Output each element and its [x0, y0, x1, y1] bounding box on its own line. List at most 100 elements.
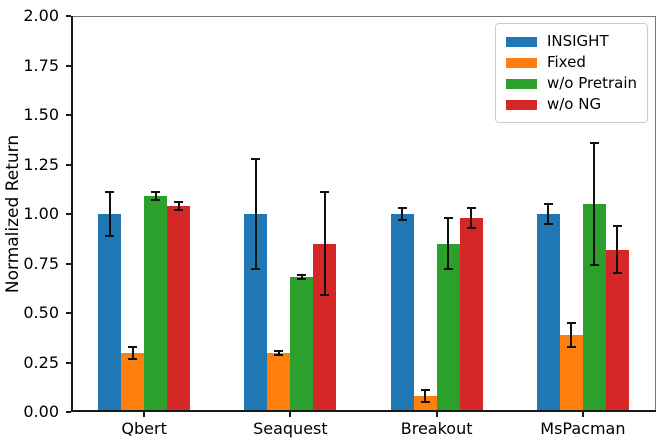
error-bar-cap-top [566, 321, 576, 324]
bars-layer [71, 16, 656, 412]
y-tick [66, 213, 71, 215]
top-spine [71, 16, 656, 18]
legend-swatch [505, 99, 537, 110]
y-tick-label: 0.50 [23, 303, 59, 322]
legend-swatch [505, 78, 537, 89]
error-bar-cap-bottom [397, 218, 407, 221]
error-bar-cap-top [274, 349, 284, 352]
legend-label: INSIGHT [546, 32, 609, 50]
error-bar [470, 208, 473, 228]
error-bar-cap-bottom [566, 345, 576, 348]
bottom-spine [71, 410, 656, 412]
error-bar-cap-top [466, 207, 476, 210]
y-tick [66, 15, 71, 17]
error-bar [616, 225, 619, 274]
y-tick [66, 64, 71, 67]
bar [459, 217, 483, 412]
x-tick [143, 412, 146, 417]
x-tick-label: Seaquest [253, 419, 328, 438]
bar [559, 334, 583, 412]
error-bar-cap-bottom [443, 268, 453, 271]
error-bar [447, 217, 450, 270]
y-tick [66, 361, 71, 364]
error-bar-cap-bottom [105, 234, 115, 237]
error-bar [108, 192, 111, 236]
y-tick [66, 114, 71, 116]
y-tick-label: 1.00 [23, 204, 59, 223]
legend-item: w/o Pretrain [505, 73, 637, 94]
x-tick-label: MsPacman [540, 419, 626, 438]
error-bar-cap-bottom [251, 268, 261, 271]
error-bar-cap-bottom [589, 264, 599, 267]
x-tick [435, 412, 438, 417]
error-bar [424, 390, 427, 403]
bar [167, 206, 191, 412]
y-tick-label: 1.75 [23, 55, 59, 75]
x-tick [289, 412, 292, 417]
bar [536, 214, 560, 412]
bar [605, 249, 629, 412]
error-bar-cap-top [589, 141, 599, 144]
y-tick-label: 2.00 [23, 6, 59, 25]
error-bar-cap-top [151, 191, 161, 194]
bar [121, 352, 145, 412]
legend: INSIGHT Fixed w/o Pretrain w/o NG [494, 23, 648, 123]
error-bar-cap-top [543, 203, 553, 206]
error-bar [593, 142, 596, 266]
error-bar-cap-top [612, 224, 622, 227]
error-bar-cap-bottom [151, 199, 161, 202]
x-tick-label: Qbert [121, 419, 167, 438]
x-tick [581, 412, 584, 417]
error-bar-cap-top [297, 274, 307, 277]
bar [413, 396, 437, 412]
legend-item: Fixed [505, 52, 637, 73]
bar [390, 214, 414, 412]
y-tick-label: 0.25 [23, 352, 59, 372]
bar [98, 214, 122, 412]
bar [267, 352, 291, 412]
error-bar [154, 192, 157, 201]
y-tick-label: 0.75 [23, 253, 59, 273]
legend-label: w/o Pretrain [546, 74, 637, 92]
legend-item: w/o NG [505, 94, 637, 115]
error-bar [277, 350, 280, 355]
error-bar [401, 208, 404, 220]
errorbars-and-ticks-layer: 0.00 0.25 0.50 0.75 1.00 1.25 1.50 1.75 2.00 Qber… [23, 6, 656, 438]
error-bar [177, 202, 180, 211]
y-tick-label: 0.00 [23, 402, 59, 421]
error-bar-cap-bottom [543, 222, 553, 225]
y-tick [66, 163, 71, 166]
error-bar [254, 158, 257, 270]
error-bar-cap-bottom [320, 294, 330, 297]
y-tick-label: 1.25 [23, 154, 59, 174]
error-bar [570, 322, 573, 347]
error-bar-cap-bottom [420, 401, 430, 404]
error-bar-cap-bottom [274, 353, 284, 356]
error-bar-cap-bottom [128, 357, 138, 360]
bar [582, 204, 606, 412]
legend-item: INSIGHT [505, 31, 637, 52]
right-spine [654, 16, 656, 412]
legend-swatch [505, 36, 537, 47]
bar [144, 196, 168, 412]
y-tick [66, 411, 71, 413]
error-bar [547, 204, 550, 224]
bar [313, 243, 337, 412]
error-bar-cap-top [320, 191, 330, 194]
error-bar [131, 346, 134, 359]
error-bar [300, 275, 303, 280]
bar [244, 214, 268, 412]
error-bar-cap-top [174, 201, 184, 204]
left-spine [71, 16, 73, 412]
plot-area: 0.00 0.25 0.50 0.75 1.00 1.25 1.50 1.75 2.00 Qber… [23, 6, 656, 438]
error-bar [323, 192, 326, 296]
error-bar-cap-top [251, 157, 261, 160]
error-bar-cap-top [128, 345, 138, 348]
error-bar-cap-bottom [466, 226, 476, 229]
y-tick [66, 262, 71, 265]
error-bar-cap-top [420, 389, 430, 392]
x-tick-label: Breakout [400, 419, 473, 438]
error-bar-cap-top [397, 207, 407, 210]
error-bar-cap-bottom [297, 278, 307, 281]
